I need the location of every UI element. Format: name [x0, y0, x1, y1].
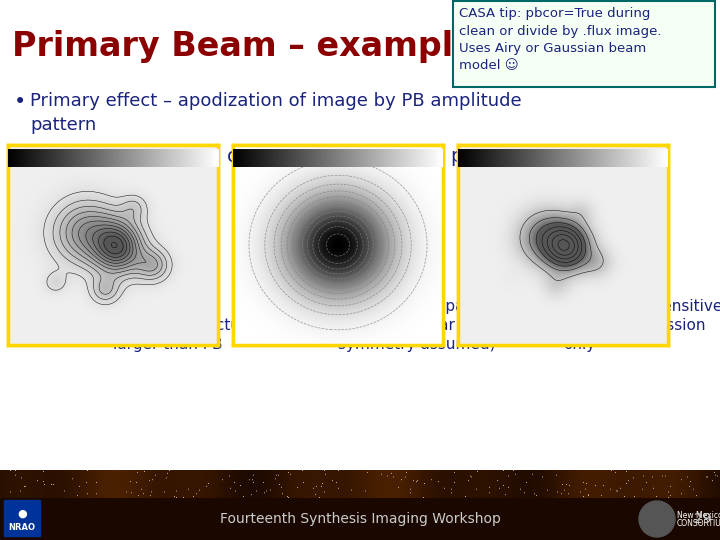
Text: o: o — [227, 147, 239, 166]
Text: Emission structure
larger than PB: Emission structure larger than PB — [113, 318, 256, 352]
Text: New Mexico: New Mexico — [677, 511, 720, 521]
Text: •: • — [14, 92, 26, 112]
Text: 29: 29 — [694, 512, 712, 526]
Bar — [458, 145, 668, 345]
Text: Fourteenth Synthesis Imaging Workshop: Fourteenth Synthesis Imaging Workshop — [220, 512, 500, 526]
Text: NRAO: NRAO — [9, 523, 35, 532]
Text: PB applied: sensitive
to center emission
only: PB applied: sensitive to center emission… — [563, 299, 720, 352]
Bar — [233, 145, 443, 345]
Circle shape — [639, 501, 675, 537]
Text: PB sensitivity pattern
on sky (circular
symmetry assumed): PB sensitivity pattern on sky (circular … — [338, 299, 502, 352]
Text: Primary Beam – example 1: Primary Beam – example 1 — [12, 30, 510, 63]
Text: ●: ● — [17, 509, 27, 519]
Text: Primary effect – apodization of image by PB amplitude
pattern: Primary effect – apodization of image by… — [30, 92, 521, 133]
FancyBboxPatch shape — [453, 1, 715, 87]
Bar — [0, 498, 720, 540]
Bar — [8, 145, 218, 345]
Text: poi: poi — [450, 147, 480, 166]
Text: CASA tip: pbcor=True during
clean or divide by .flux image.
Uses Airy or Gaussia: CASA tip: pbcor=True during clean or div… — [459, 7, 662, 72]
Text: CONSORTIUM: CONSORTIUM — [677, 519, 720, 529]
Bar — [4, 500, 40, 536]
